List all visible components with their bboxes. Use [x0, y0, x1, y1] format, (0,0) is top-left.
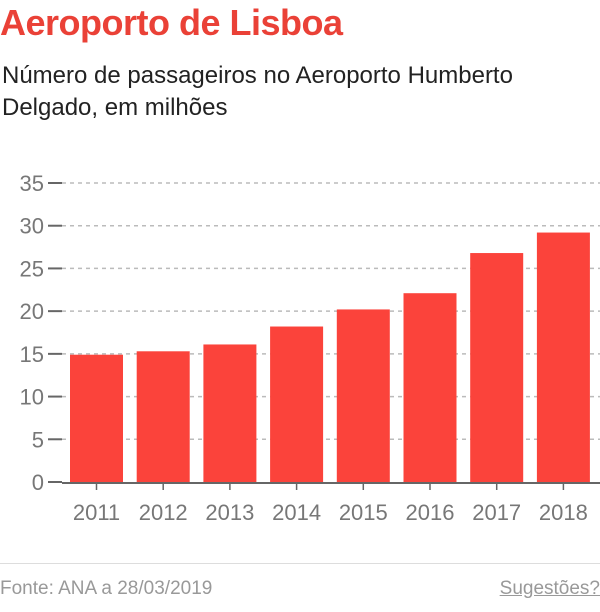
x-tick-label: 2018 [539, 500, 588, 525]
x-tick-label: 2012 [139, 500, 188, 525]
x-tick-label: 2014 [272, 500, 321, 525]
chart-title: Aeroporto de Lisboa [0, 2, 343, 43]
bar-2016 [403, 293, 457, 482]
bar-2012 [136, 351, 190, 482]
y-axis: 0 5 10 15 20 25 30 35 [20, 171, 62, 495]
y-tick-label: 25 [20, 256, 44, 281]
y-tick-label: 35 [20, 171, 44, 196]
y-tick-label: 30 [20, 214, 44, 239]
bars [70, 232, 590, 482]
suggestions-link[interactable]: Sugestões? [499, 578, 600, 599]
chart-subtitle: Número de passageiros no Aeroporto Humbe… [2, 62, 513, 121]
x-tick-label: 2013 [205, 500, 254, 525]
x-tick-label: 2011 [73, 500, 120, 525]
y-tick-label: 15 [20, 342, 44, 367]
bar-2015 [336, 309, 390, 482]
y-tick-label: 0 [32, 470, 44, 495]
x-axis: 2011 2012 2013 2014 2015 2016 2017 2018 [62, 482, 600, 525]
y-tick-label: 20 [20, 299, 44, 324]
bar-2018 [536, 232, 590, 482]
footer-divider [0, 563, 600, 564]
bar-2011 [70, 354, 123, 482]
bar-2017 [470, 253, 524, 482]
x-tick-label: 2015 [339, 500, 388, 525]
source-note: Fonte: ANA a 28/03/2019 [0, 578, 213, 599]
y-tick-label: 5 [32, 427, 44, 452]
x-tick-label: 2016 [406, 500, 455, 525]
y-tick-label: 10 [20, 385, 44, 410]
bar-2014 [270, 326, 324, 482]
bar-2013 [203, 344, 257, 482]
x-tick-label: 2017 [472, 500, 521, 525]
